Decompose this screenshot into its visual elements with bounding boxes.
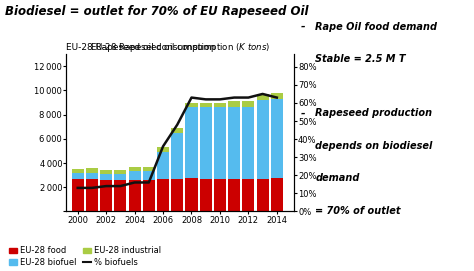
Bar: [271, 99, 283, 178]
Bar: [214, 179, 226, 211]
Bar: [143, 167, 155, 172]
Bar: [86, 179, 98, 211]
Bar: [114, 174, 127, 180]
Text: Biodiesel = outlet for 70% of EU Rapeseed Oil: Biodiesel = outlet for 70% of EU Rapesee…: [5, 5, 308, 18]
Bar: [157, 179, 169, 211]
Bar: [214, 107, 226, 179]
Bar: [72, 179, 84, 211]
Bar: [100, 170, 112, 174]
Text: = 70% of outlet: = 70% of outlet: [315, 206, 401, 216]
Bar: [128, 180, 141, 211]
Bar: [242, 101, 255, 107]
Bar: [72, 169, 84, 173]
Bar: [86, 173, 98, 179]
Text: Stable = 2.5 M T: Stable = 2.5 M T: [315, 54, 406, 64]
Legend: EU-28 food, EU-28 biofuel, EU-28 industrial, % biofuels: EU-28 food, EU-28 biofuel, EU-28 industr…: [9, 246, 161, 267]
Bar: [200, 107, 212, 179]
Bar: [114, 170, 127, 174]
Bar: [228, 179, 240, 211]
Bar: [228, 107, 240, 179]
Bar: [72, 173, 84, 179]
Bar: [185, 107, 198, 178]
Bar: [256, 179, 269, 211]
Bar: [86, 169, 98, 173]
Bar: [185, 102, 198, 107]
Bar: [171, 128, 183, 133]
Bar: [128, 167, 141, 172]
Bar: [171, 179, 183, 211]
Text: -: -: [301, 22, 306, 32]
Bar: [271, 178, 283, 211]
Bar: [143, 180, 155, 211]
Text: depends on biodiesel: depends on biodiesel: [315, 141, 433, 151]
Bar: [242, 107, 255, 179]
Bar: [256, 94, 269, 100]
Bar: [200, 102, 212, 107]
Text: -: -: [301, 108, 306, 118]
Title: EU-28 Rapeseed oil consumption $(K\ tons)$: EU-28 Rapeseed oil consumption $(K\ tons…: [90, 41, 270, 54]
Text: Rape Oil food demand: Rape Oil food demand: [315, 22, 437, 32]
Text: demand: demand: [315, 173, 360, 183]
Bar: [200, 179, 212, 211]
Bar: [100, 174, 112, 180]
Bar: [271, 93, 283, 99]
Bar: [214, 102, 226, 107]
Bar: [228, 101, 240, 107]
Bar: [100, 180, 112, 211]
Bar: [185, 178, 198, 211]
Bar: [171, 133, 183, 179]
Text: Rapeseed production: Rapeseed production: [315, 108, 432, 118]
Text: EU-28 Rapeseed oil consumption: EU-28 Rapeseed oil consumption: [66, 43, 261, 52]
Bar: [143, 172, 155, 180]
Bar: [256, 100, 269, 179]
Bar: [114, 180, 127, 211]
Bar: [157, 152, 169, 179]
Bar: [242, 179, 255, 211]
Bar: [128, 172, 141, 180]
Bar: [157, 147, 169, 152]
